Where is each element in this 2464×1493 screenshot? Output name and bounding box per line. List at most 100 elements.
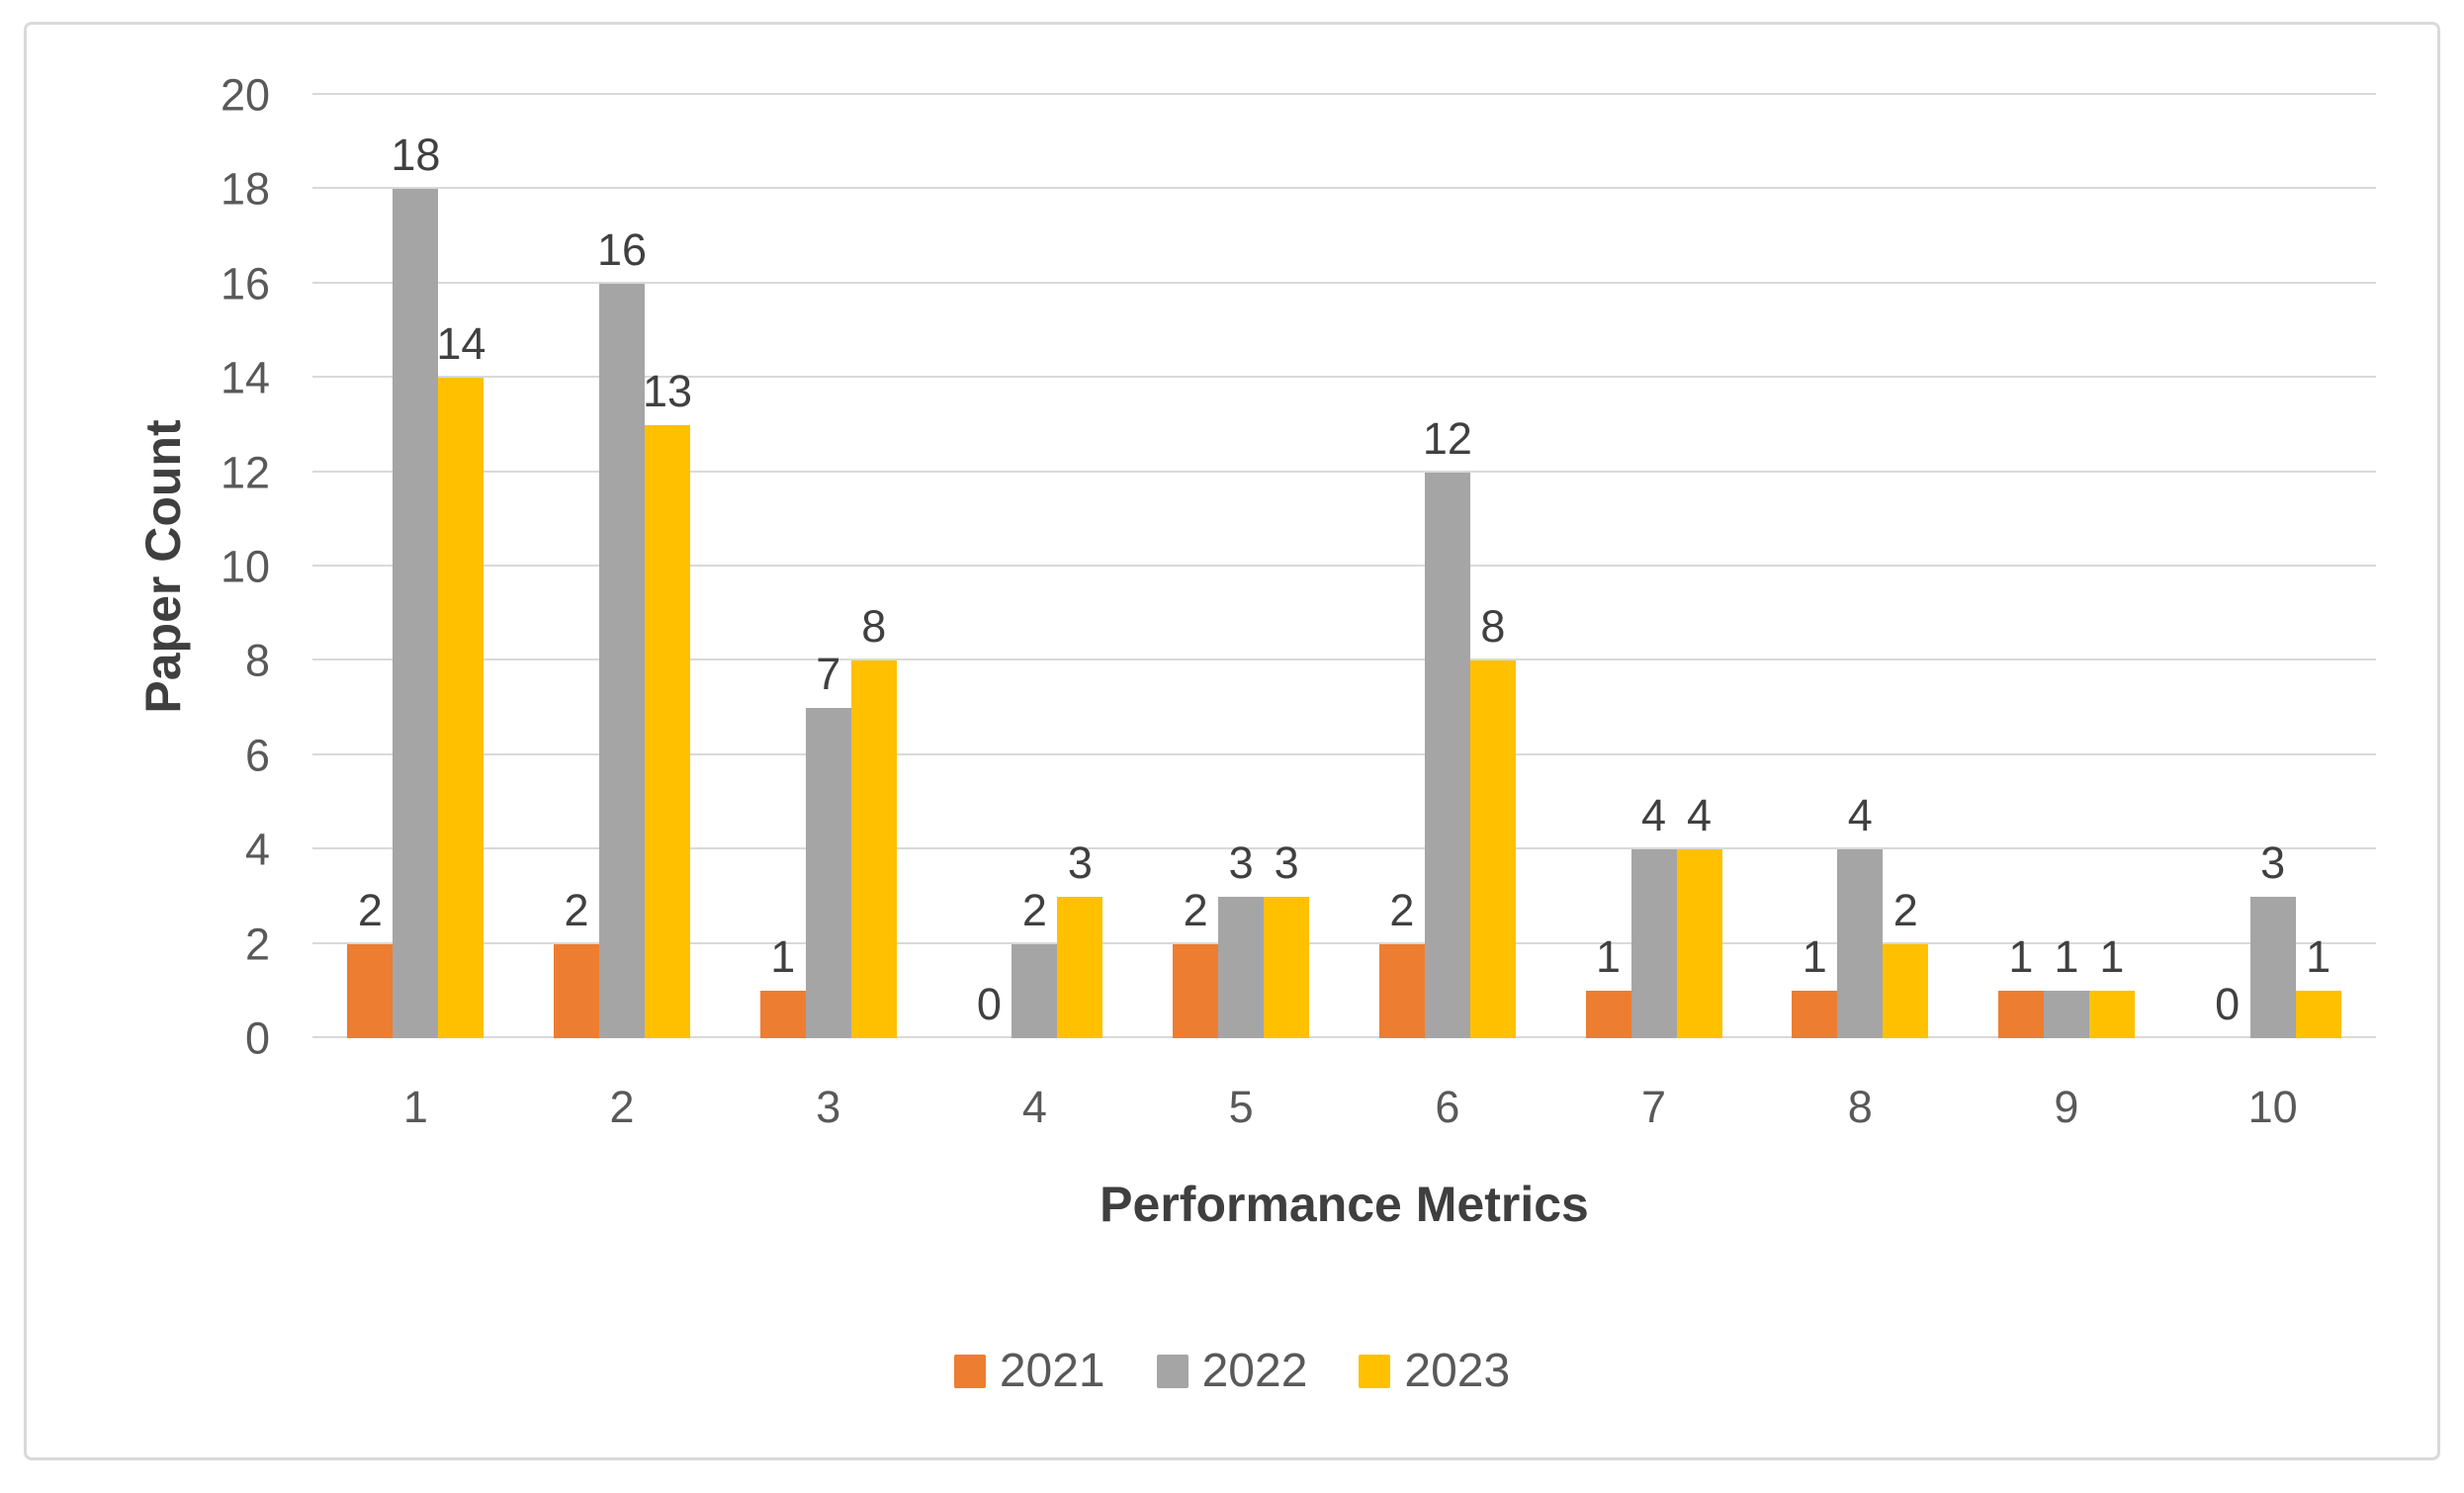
legend-label-2021: 2021 <box>999 1345 1105 1397</box>
bar-value-label-2023-cat6: 8 <box>1480 601 1506 653</box>
y-tick-label-8: 8 <box>244 635 270 686</box>
y-axis-tick-labels: 0 2 4 6 8 10 12 14 16 18 20 <box>27 73 270 1061</box>
bar-value-label-2023-cat10: 1 <box>2306 931 2332 983</box>
bar-value-label-2022-cat4: 2 <box>1021 884 1047 935</box>
gridline-y6 <box>312 752 2376 755</box>
bar-value-label-2023-cat7: 4 <box>1687 790 1713 841</box>
bar-value-label-2022-cat1: 18 <box>391 130 441 181</box>
y-tick-label-0: 0 <box>244 1012 270 1064</box>
bar-value-label-2022-cat7: 4 <box>1641 790 1667 841</box>
legend-item-2021: 2021 <box>953 1345 1105 1397</box>
bar-2022-cat8: 4 <box>1837 793 1884 1038</box>
bar-2021-cat2: 2 <box>554 888 600 1038</box>
bar-2023-cat8: 2 <box>1883 888 1929 1038</box>
bar-group-6: 2 12 8 <box>1345 95 1551 1038</box>
bar-value-label-2021-cat5: 2 <box>1183 884 1208 935</box>
legend-swatch-2021 <box>953 1355 986 1388</box>
bar-2022-cat2: 16 <box>597 227 647 1038</box>
plot-area: 2 18 14 2 16 13 1 7 8 0 2 3 2 3 3 2 12 8 1 4 4 1 4 2 1 1 1 0 3 1 <box>312 93 2376 1038</box>
bar-value-label-2023-cat3: 8 <box>861 601 887 653</box>
legend-swatch-2023 <box>1359 1355 1391 1388</box>
legend-label-2023: 2023 <box>1404 1345 1511 1397</box>
bar-2021-cat3: 1 <box>759 934 806 1038</box>
bar-value-label-2021-cat8: 1 <box>1802 931 1827 983</box>
bar-value-label-2022-cat5: 3 <box>1228 836 1254 888</box>
y-tick-label-20: 20 <box>220 69 270 121</box>
x-axis-title: Performance Metrics <box>1100 1177 1589 1232</box>
bar-2022-cat6: 12 <box>1423 416 1472 1038</box>
bar-value-label-2021-cat2: 2 <box>564 884 589 935</box>
y-tick-label-12: 12 <box>220 447 270 498</box>
bar-2023-cat6: 8 <box>1469 604 1516 1038</box>
legend-item-2022: 2022 <box>1156 1345 1308 1397</box>
bar-value-label-2023-cat1: 14 <box>436 318 486 370</box>
y-tick-label-2: 2 <box>244 919 270 970</box>
bar-2023-cat2: 13 <box>643 369 692 1038</box>
gridline-y12 <box>312 470 2376 473</box>
bar-value-label-2023-cat4: 3 <box>1067 836 1093 888</box>
bar-2021-cat7: 1 <box>1585 934 1631 1038</box>
x-tick-label-4: 4 <box>1021 1082 1047 1132</box>
bar-value-label-2023-cat2: 13 <box>643 365 693 416</box>
bar-value-label-2023-cat5: 3 <box>1274 836 1299 888</box>
bar-value-label-2022-cat3: 7 <box>816 649 841 700</box>
bar-value-label-2023-cat8: 2 <box>1892 884 1918 935</box>
bar-2023-cat7: 4 <box>1676 793 1722 1038</box>
legend-item-2023: 2023 <box>1359 1348 1510 1395</box>
bar-2022-cat5: 3 <box>1218 840 1265 1038</box>
bar-2022-cat1: 18 <box>391 132 440 1038</box>
bar-2022-cat3: 7 <box>805 652 851 1038</box>
bar-value-label-2022-cat9: 1 <box>2054 931 2079 983</box>
bar-2022-cat10: 3 <box>2249 840 2296 1038</box>
bar-value-label-2022-cat2: 16 <box>597 223 648 275</box>
bar-value-label-2021-cat9: 1 <box>2008 931 2034 983</box>
x-tick-label-8: 8 <box>1847 1082 1873 1132</box>
x-tick-label-9: 9 <box>2054 1082 2079 1132</box>
bar-2023-cat10: 1 <box>2295 934 2341 1038</box>
bar-value-label-2021-cat7: 1 <box>1596 931 1622 983</box>
bar-group-1: 2 18 14 <box>312 95 519 1038</box>
bar-2022-cat4: 2 <box>1012 888 1058 1038</box>
legend-swatch-2022 <box>1156 1355 1188 1388</box>
x-tick-label-6: 6 <box>1435 1082 1460 1132</box>
gridline-y14 <box>312 376 2376 379</box>
x-tick-label-2: 2 <box>609 1082 635 1132</box>
bar-2023-cat3: 8 <box>850 604 897 1038</box>
bar-2023-cat9: 1 <box>2088 934 2135 1038</box>
bar-value-label-2021-cat6: 2 <box>1389 884 1415 935</box>
bar-2023-cat5: 3 <box>1264 840 1310 1038</box>
bar-value-label-2021-cat3: 1 <box>770 931 796 983</box>
x-tick-label-1: 1 <box>402 1082 428 1132</box>
legend-label-2022: 2022 <box>1201 1345 1308 1397</box>
chart-frame: Paper Count 0 2 4 6 8 10 12 14 16 18 20 2 18 14 2 16 13… <box>24 22 2440 1460</box>
x-tick-label-5: 5 <box>1228 1082 1254 1132</box>
bar-2022-cat9: 1 <box>2043 934 2089 1038</box>
y-tick-label-6: 6 <box>244 730 270 781</box>
bar-2021-cat6: 2 <box>1378 888 1425 1038</box>
bar-2021-cat8: 1 <box>1792 934 1838 1038</box>
x-tick-label-7: 7 <box>1641 1082 1667 1132</box>
bar-value-label-2022-cat10: 3 <box>2260 836 2286 888</box>
x-tick-label-10: 10 <box>2247 1082 2298 1132</box>
bar-2021-cat9: 1 <box>1997 934 2044 1038</box>
bar-2021-cat1: 2 <box>347 888 394 1038</box>
bar-2022-cat7: 4 <box>1630 793 1677 1038</box>
bar-value-label-2021-cat1: 2 <box>357 884 383 935</box>
bar-2021-cat5: 2 <box>1173 888 1219 1038</box>
y-tick-label-14: 14 <box>220 352 270 403</box>
gridline-y8 <box>312 659 2376 661</box>
y-tick-label-4: 4 <box>244 824 270 875</box>
bar-group-2: 2 16 13 <box>519 95 726 1038</box>
bar-value-label-2021-cat4: 0 <box>976 979 1002 1029</box>
bar-value-label-2021-cat10: 0 <box>2215 979 2241 1029</box>
y-tick-label-10: 10 <box>220 541 270 592</box>
bar-2023-cat4: 3 <box>1057 840 1103 1038</box>
gridline-y0 <box>312 1036 2376 1038</box>
bar-value-label-2022-cat8: 4 <box>1847 790 1873 841</box>
